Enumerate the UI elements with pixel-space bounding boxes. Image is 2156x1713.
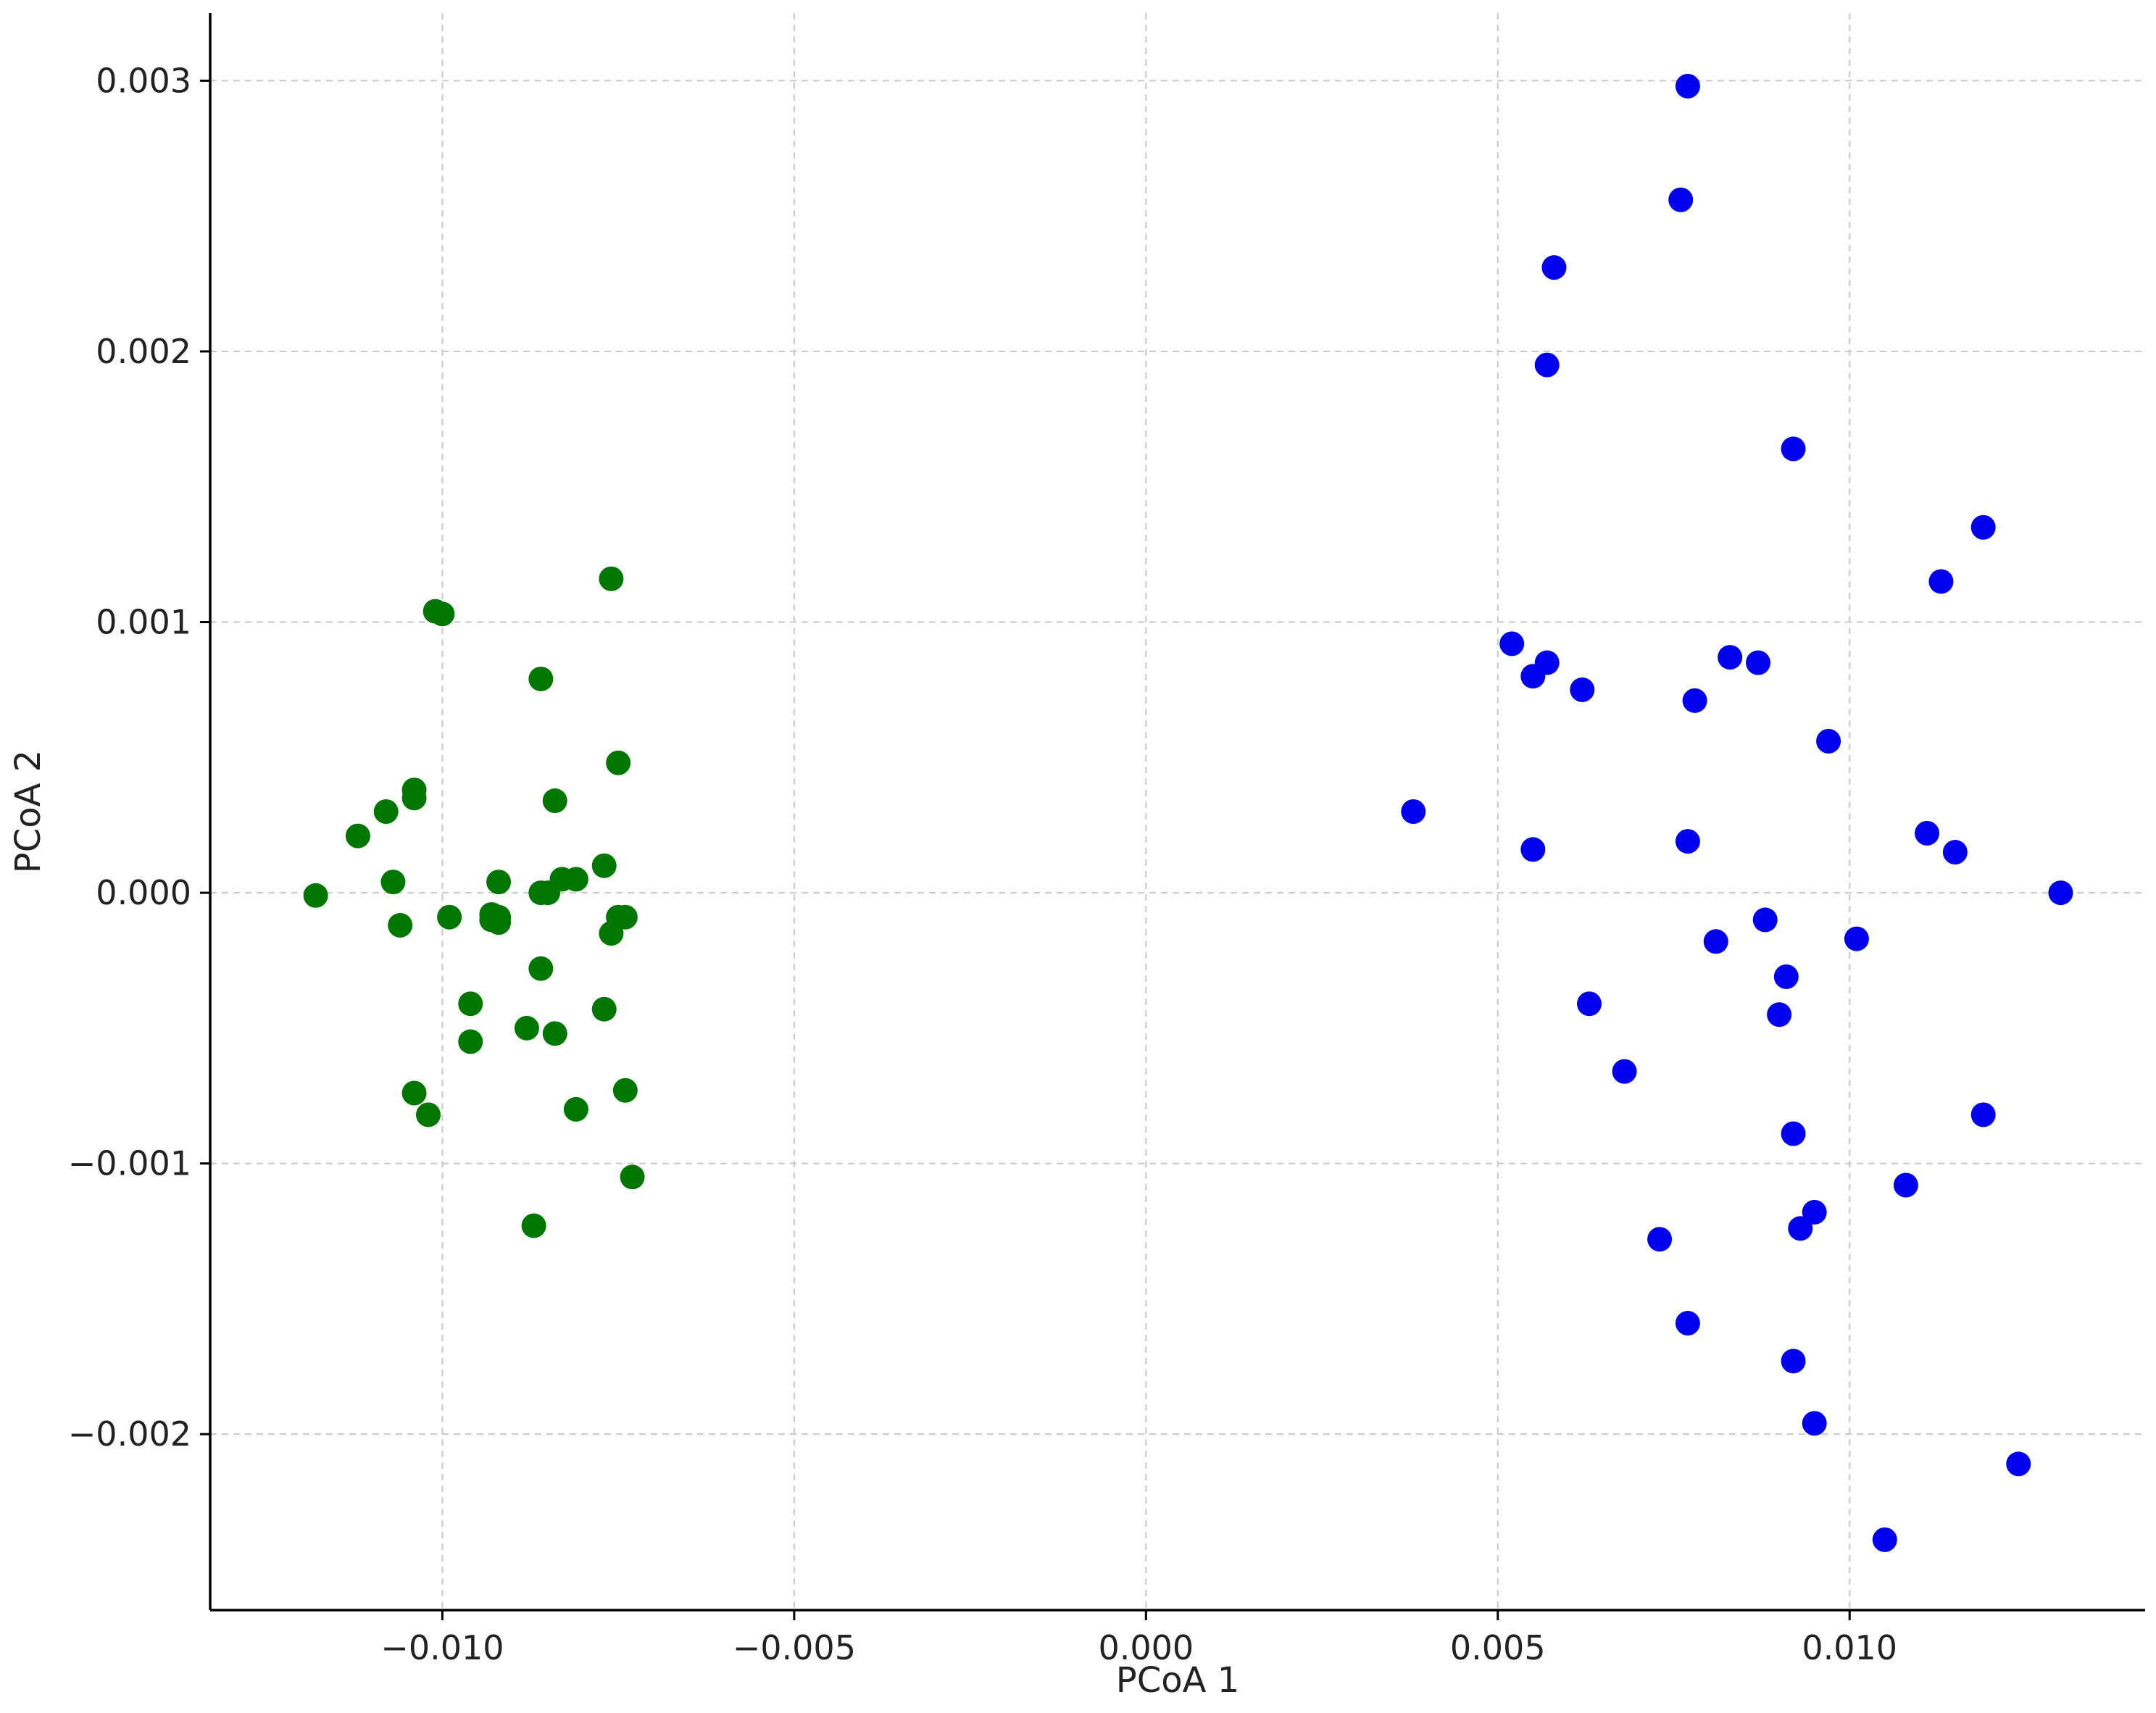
data-point	[373, 799, 399, 824]
data-point	[1970, 1102, 1996, 1128]
data-point	[528, 956, 554, 981]
data-point	[612, 1078, 638, 1103]
data-point	[1893, 1172, 1918, 1198]
x-tick-label: 0.000	[1098, 1628, 1194, 1667]
data-point	[542, 1021, 567, 1046]
data-point	[1612, 1059, 1637, 1084]
y-tick-label: 0.001	[96, 603, 191, 642]
y-tick-label: −0.002	[68, 1414, 191, 1454]
data-point	[1802, 1199, 1827, 1225]
data-point	[1872, 1527, 1897, 1552]
data-point	[1773, 964, 1799, 989]
data-point	[528, 666, 554, 691]
data-point	[599, 566, 624, 591]
data-point	[1781, 1121, 1806, 1146]
data-point	[1781, 436, 1806, 462]
data-point	[2006, 1451, 2031, 1477]
data-point	[1668, 187, 1694, 212]
data-point	[401, 1080, 427, 1106]
data-point	[458, 991, 483, 1017]
data-point	[1844, 926, 1869, 951]
data-point	[1499, 631, 1525, 657]
data-point	[486, 910, 512, 935]
data-point	[388, 912, 413, 938]
data-point	[591, 853, 617, 878]
data-point	[1928, 569, 1954, 594]
data-point	[380, 870, 406, 895]
data-point	[1915, 820, 1940, 846]
ticks: −0.010 −0.005 0.000 0.005 0.010 −0.002 −0.001 0…	[68, 61, 1897, 1667]
y-axis-label: PCoA 2	[8, 750, 49, 873]
data-point	[1401, 799, 1426, 824]
series-2-points	[1401, 73, 2073, 1552]
data-point	[1767, 1002, 1792, 1028]
data-point	[2048, 880, 2073, 906]
data-point	[1682, 688, 1707, 713]
data-point	[514, 1015, 539, 1041]
data-point	[591, 996, 617, 1022]
data-point	[486, 870, 512, 895]
data-point	[1718, 645, 1743, 670]
data-point	[1576, 991, 1602, 1017]
axes	[209, 13, 2145, 1612]
data-point	[563, 867, 588, 892]
data-point	[437, 904, 462, 930]
data-point	[612, 904, 638, 930]
data-point	[1675, 1311, 1700, 1336]
data-point	[401, 785, 427, 811]
data-point	[345, 823, 370, 849]
data-point	[430, 601, 455, 627]
data-point	[563, 1096, 588, 1122]
data-point	[1675, 73, 1700, 99]
data-point	[1534, 352, 1560, 378]
data-point	[1816, 728, 1841, 754]
data-point	[1942, 840, 1968, 865]
data-point	[620, 1164, 645, 1190]
data-point	[1647, 1227, 1673, 1252]
data-point	[1675, 829, 1700, 854]
grid	[210, 13, 2145, 1610]
y-tick-label: 0.003	[96, 61, 191, 100]
data-point	[1781, 1349, 1806, 1374]
data-point	[1703, 929, 1728, 954]
data-point	[606, 750, 631, 775]
data-point	[1788, 1216, 1813, 1241]
data-point	[542, 788, 567, 814]
y-tick-label: 0.002	[96, 332, 191, 371]
data-point	[1520, 837, 1546, 862]
data-point	[1570, 677, 1595, 702]
x-tick-label: −0.005	[733, 1628, 856, 1667]
data-points	[303, 73, 2073, 1552]
x-tick-label: 0.005	[1450, 1628, 1546, 1667]
data-point	[1752, 907, 1778, 933]
data-point	[1970, 514, 1996, 540]
data-point	[303, 883, 328, 908]
y-tick-label: 0.000	[96, 873, 191, 912]
data-point	[1534, 650, 1560, 675]
y-tick-label: −0.001	[68, 1144, 191, 1183]
data-point	[1802, 1411, 1827, 1436]
x-axis-label: PCoA 1	[1116, 1660, 1239, 1701]
x-tick-label: −0.010	[380, 1628, 504, 1667]
data-point	[521, 1213, 546, 1238]
data-point	[1746, 650, 1770, 675]
x-tick-label: 0.010	[1802, 1628, 1897, 1667]
data-point	[458, 1029, 483, 1054]
series-1-points	[303, 566, 645, 1238]
data-point	[1541, 255, 1567, 280]
data-point	[415, 1102, 441, 1128]
